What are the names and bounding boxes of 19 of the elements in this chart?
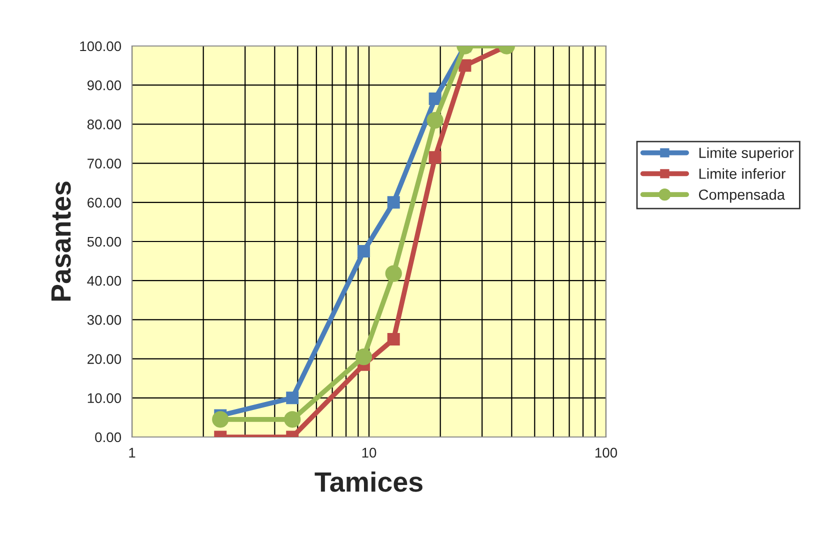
legend-label: Limite superior	[699, 147, 794, 161]
y-tick-label: 20.00	[88, 354, 122, 364]
y-tick-label: 30.00	[87, 315, 122, 325]
y-tick-label: 50.00	[87, 236, 122, 247]
y-tick-label: 60.00	[88, 198, 122, 208]
x-tick-label: 10	[362, 448, 376, 458]
y-axis-title: Pasantes	[51, 182, 71, 301]
x-axis-title: Tamices	[314, 471, 422, 492]
x-tick-label: 100	[595, 448, 618, 458]
y-tick-label: 70.00	[88, 158, 122, 168]
y-tick-label: 0.00	[95, 432, 122, 442]
y-tick-label: 90.00	[87, 80, 122, 90]
y-tick-label: 40.00	[87, 276, 122, 286]
y-tick-label: 80.00	[87, 120, 122, 130]
x-tick-label: 1	[129, 448, 136, 458]
legend-label: Limite inferior	[699, 168, 786, 179]
y-tick-label: 100.00	[80, 41, 122, 52]
legend-label: Compensada	[698, 189, 785, 203]
y-tick-label: 10.00	[88, 393, 122, 404]
